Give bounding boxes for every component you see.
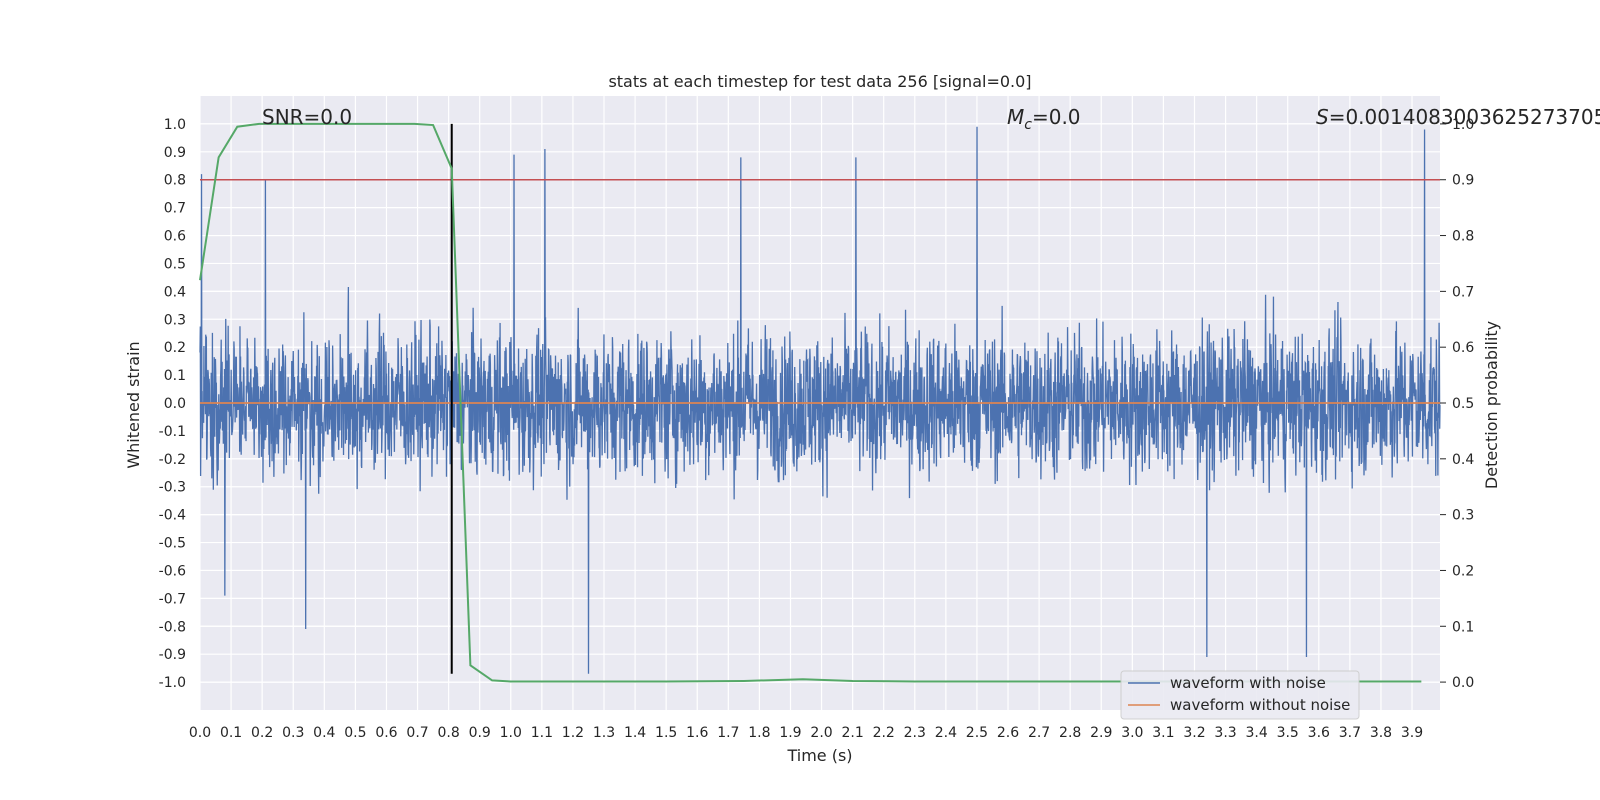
- x-tick-label: 0.2: [251, 725, 273, 741]
- x-tick-label: 2.2: [873, 725, 895, 741]
- x-tick-label: 2.1: [841, 725, 863, 741]
- x-tick-label: 1.1: [531, 725, 553, 741]
- x-tick-label: 1.0: [500, 725, 522, 741]
- y-right-tick-label: 0.7: [1452, 284, 1474, 300]
- x-axis-label: Time (s): [786, 746, 852, 765]
- y-tick-label: -0.9: [159, 647, 186, 663]
- annotation-s-symbol: S: [1316, 105, 1329, 129]
- x-tick-label: 2.6: [997, 725, 1019, 741]
- y-tick-label: -1.0: [159, 675, 186, 691]
- y-right-tick-label: 0.8: [1452, 229, 1474, 245]
- y-tick-label: -0.5: [159, 536, 186, 552]
- x-tick-label: 3.2: [1183, 725, 1205, 741]
- x-tick-label: 3.8: [1370, 725, 1392, 741]
- annotation-mc-sub: c: [1024, 117, 1032, 133]
- x-tick-label: 1.4: [624, 725, 646, 741]
- y-tick-label: 0.5: [164, 256, 186, 272]
- x-tick-label: 0.1: [220, 725, 242, 741]
- y-tick-label: 0.2: [164, 340, 186, 356]
- y-right-tick-label: 0.5: [1452, 396, 1474, 412]
- x-tick-label: 0.7: [406, 725, 428, 741]
- x-tick-label: 1.3: [593, 725, 615, 741]
- series-line-detection-probability: [199, 122, 1422, 683]
- x-tick-label: 3.4: [1246, 725, 1268, 741]
- x-tick-label: 2.9: [1090, 725, 1112, 741]
- y-axis-label: Whitened strain: [124, 341, 143, 468]
- y-tick-label: 0.7: [164, 201, 186, 217]
- x-tick-label: 3.9: [1401, 725, 1423, 741]
- x-tick-label: 3.6: [1308, 725, 1330, 741]
- annotation-chirp-mass: Mc=0.0: [1007, 105, 1081, 133]
- x-tick-label: 0.6: [375, 725, 397, 741]
- x-tick-label: 2.7: [1028, 725, 1050, 741]
- x-tick-label: 0.8: [437, 725, 459, 741]
- y-tick-label: -0.4: [159, 508, 186, 524]
- y-tick-label: -0.3: [159, 480, 186, 496]
- x-tick-label: 1.6: [686, 725, 708, 741]
- y-tick-label: -0.8: [159, 619, 186, 635]
- x-tick-label: 1.2: [562, 725, 584, 741]
- y-tick-label: -0.2: [159, 452, 186, 468]
- y-tick-label: 0.3: [164, 312, 186, 328]
- y-right-tick-label: 0.0: [1452, 675, 1474, 691]
- x-tick-label: 3.7: [1339, 725, 1361, 741]
- x-tick-label: 3.1: [1152, 725, 1174, 741]
- x-tick-label: 2.4: [935, 725, 957, 741]
- x-tick-label: 2.5: [966, 725, 988, 741]
- y-right-tick-label: 0.1: [1452, 619, 1474, 635]
- y-tick-label: 0.6: [164, 229, 186, 245]
- x-tick-label: 2.3: [904, 725, 926, 741]
- y-tick-label: 0.1: [164, 368, 186, 384]
- x-axis-ticks: 0.0 0.1 0.2 0.3 0.4 0.5 0.6 0.7 0.8 0.9 1.0 1.1 1.2 1…: [189, 725, 1423, 741]
- y-tick-label: -0.1: [159, 424, 186, 440]
- x-tick-label: 0.9: [469, 725, 491, 741]
- y-tick-label: 0.0: [164, 396, 186, 412]
- legend-entry-waveform-with-noise: waveform with noise: [1170, 674, 1326, 692]
- annotation-s: S=0.0014083003625273705: [1316, 105, 1600, 129]
- y-tick-label: -0.6: [159, 563, 186, 579]
- series-waveform-with-noise: [199, 126, 1441, 674]
- x-tick-label: 0.5: [344, 725, 366, 741]
- legend: waveform with noise waveform without noi…: [1120, 670, 1360, 720]
- x-tick-label: 1.8: [748, 725, 770, 741]
- x-tick-label: 1.9: [779, 725, 801, 741]
- y-tick-label: 0.9: [164, 145, 186, 161]
- y-right-tick-label: 0.9: [1452, 173, 1474, 189]
- x-tick-label: 3.0: [1121, 725, 1143, 741]
- legend-box: [1120, 670, 1360, 720]
- x-tick-label: 2.8: [1059, 725, 1081, 741]
- y-axis-right-label: Detection probability: [1482, 321, 1501, 489]
- y-right-tick-label: 0.2: [1452, 563, 1474, 579]
- y-tick-label: 1.0: [164, 117, 186, 133]
- annotation-mc-symbol: M: [1007, 105, 1024, 129]
- annotation-snr: SNR=0.0: [262, 105, 352, 129]
- y-tick-label: -0.7: [159, 591, 186, 607]
- y-tick-label: 0.8: [164, 173, 186, 189]
- chart-title: stats at each timestep for test data 256…: [608, 72, 1031, 91]
- y-right-tick-label: 1.0: [1452, 117, 1474, 133]
- y-right-tick-label: 0.4: [1452, 452, 1474, 468]
- x-tick-label: 0.4: [313, 725, 335, 741]
- x-tick-label: 3.5: [1277, 725, 1299, 741]
- y-right-tick-label: 0.6: [1452, 340, 1474, 356]
- annotation-s-value: =0.0014083003625273705: [1329, 105, 1600, 129]
- x-tick-label: 0.0: [189, 725, 211, 741]
- annotation-mc-value: =0.0: [1032, 105, 1081, 129]
- x-tick-label: 3.3: [1214, 725, 1236, 741]
- legend-entry-waveform-without-noise: waveform without noise: [1170, 696, 1350, 714]
- x-tick-label: 0.3: [282, 725, 304, 741]
- lines-layer: [199, 122, 1440, 683]
- y-right-tick-label: 0.3: [1452, 508, 1474, 524]
- series-line-waveform-with-noise: [199, 126, 1441, 674]
- left-axis-ticks: 1.0 0.9 0.8 0.7 0.6 0.5 0.4 0.3 0.2 0.1 0.0 -0.1 -0.…: [159, 117, 186, 691]
- y-tick-label: 0.4: [164, 284, 186, 300]
- right-axis-ticks: 1.0 0.9 0.8 0.7 0.6 0.5 0.4 0.3 0.2 0.1 0.0: [1440, 117, 1474, 691]
- x-tick-label: 1.5: [655, 725, 677, 741]
- x-tick-label: 1.7: [717, 725, 739, 741]
- x-tick-label: 2.0: [810, 725, 832, 741]
